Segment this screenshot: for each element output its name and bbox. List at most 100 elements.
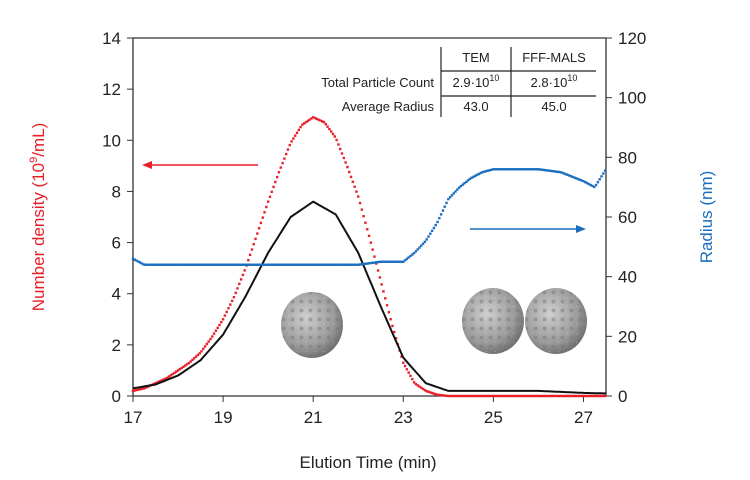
blue-radius-point — [459, 184, 463, 188]
red-density-point — [497, 394, 500, 398]
blue-radius-point — [452, 192, 455, 195]
blue-radius-point — [227, 263, 230, 266]
red-density-point — [335, 138, 338, 142]
blue-radius-point — [362, 262, 365, 266]
blue-radius-point — [582, 180, 585, 183]
red-density-point — [247, 258, 250, 262]
blue-radius-point — [171, 263, 174, 266]
red-density-point — [139, 388, 142, 391]
blue-radius-point — [252, 263, 255, 266]
red-density-point — [187, 361, 191, 365]
red-density-point — [439, 393, 443, 397]
blue-radius-point — [187, 263, 191, 266]
red-density-point — [447, 394, 450, 398]
red-density-point — [144, 386, 147, 389]
blue-radius-point — [517, 168, 520, 171]
blue-radius-point — [193, 263, 196, 266]
blue-radius-point — [548, 169, 551, 172]
red-density-point — [477, 394, 481, 398]
blue-radius-point — [202, 263, 205, 266]
red-density-point — [142, 387, 146, 390]
blue-radius-point — [524, 168, 528, 171]
blue-radius-point — [596, 180, 600, 184]
blue-radius-point — [209, 263, 212, 266]
blue-radius-point — [414, 250, 418, 253]
red-density-point — [135, 388, 138, 392]
blue-radius-point — [466, 179, 470, 182]
blue-radius-point — [211, 263, 214, 266]
red-density-point — [465, 394, 468, 398]
red-density-point — [299, 125, 302, 129]
red-density-point — [275, 175, 279, 179]
blue-radius-point — [378, 260, 382, 264]
blue-radius-point — [205, 263, 209, 266]
blue-radius-point — [448, 195, 452, 199]
red-density-point — [153, 382, 156, 385]
blue-radius-point — [346, 263, 349, 266]
blue-radius-point — [288, 263, 291, 266]
blue-radius-point — [322, 263, 326, 266]
red-density-point — [209, 337, 212, 341]
red-density-point — [472, 394, 475, 398]
red-density-point — [521, 394, 524, 398]
tick-labels: 17 19 21 23 25 27 0 2 4 6 8 10 12 14 0 20 40 60 80 100 120 — [102, 29, 646, 427]
red-density-point — [582, 394, 585, 398]
blue-radius-point — [153, 263, 156, 266]
red-density-point — [315, 117, 318, 121]
red-density-point — [342, 156, 346, 160]
blue-radius-point — [369, 261, 373, 265]
red-density-point — [562, 394, 565, 398]
red-density-point — [301, 123, 304, 126]
red-density-point — [223, 314, 227, 317]
red-density-point — [196, 353, 200, 357]
y-left-tick-label: 10 — [102, 131, 121, 150]
red-density-point — [268, 195, 272, 198]
blue-radius-point — [349, 263, 353, 266]
red-density-point — [544, 394, 547, 398]
red-density-point — [357, 195, 360, 198]
blue-radius-point — [335, 263, 338, 266]
red-density-point — [306, 119, 309, 123]
red-density-point — [400, 355, 403, 358]
blue-radius-point — [481, 170, 484, 174]
red-density-point — [321, 120, 324, 123]
blue-radius-point — [214, 263, 218, 266]
red-density-point — [569, 394, 573, 398]
red-density-point — [184, 364, 187, 367]
y-right-tick-label: 0 — [618, 387, 627, 406]
blue-radius-point — [438, 216, 441, 220]
red-density-point — [576, 394, 580, 398]
red-density-point — [259, 221, 263, 225]
virus-particle-single — [281, 292, 343, 358]
blue-radius-point — [355, 263, 358, 266]
y-left-tick-label: 4 — [112, 285, 121, 304]
blue-radius-point — [528, 168, 531, 171]
blue-radius-point — [198, 263, 201, 266]
blue-arrow — [470, 225, 586, 233]
red-density-point — [580, 394, 583, 398]
blue-radius-point — [266, 263, 270, 266]
red-density-point — [313, 116, 317, 120]
red-density-point — [137, 388, 140, 391]
y-left-tick-label: 0 — [112, 387, 121, 406]
blue-radius-point — [311, 263, 315, 266]
red-density-point — [602, 394, 605, 398]
red-density-point — [362, 214, 365, 218]
blue-radius-point — [421, 242, 425, 245]
blue-radius-point — [194, 263, 198, 266]
blue-radius-point — [169, 263, 173, 266]
blue-radius-point — [236, 263, 239, 266]
red-density-point — [344, 161, 347, 164]
blue-radius-point — [411, 253, 414, 256]
blue-radius-point — [308, 263, 311, 266]
red-density-point — [414, 382, 418, 386]
red-density-point — [319, 119, 322, 122]
blue-radius-point — [571, 175, 574, 179]
blue-radius-point — [439, 213, 443, 216]
blue-radius-point — [142, 263, 146, 266]
red-density-point — [178, 368, 182, 371]
blue-radius-point — [344, 263, 347, 266]
blue-radius-point — [230, 263, 234, 266]
red-density-point — [211, 335, 214, 338]
